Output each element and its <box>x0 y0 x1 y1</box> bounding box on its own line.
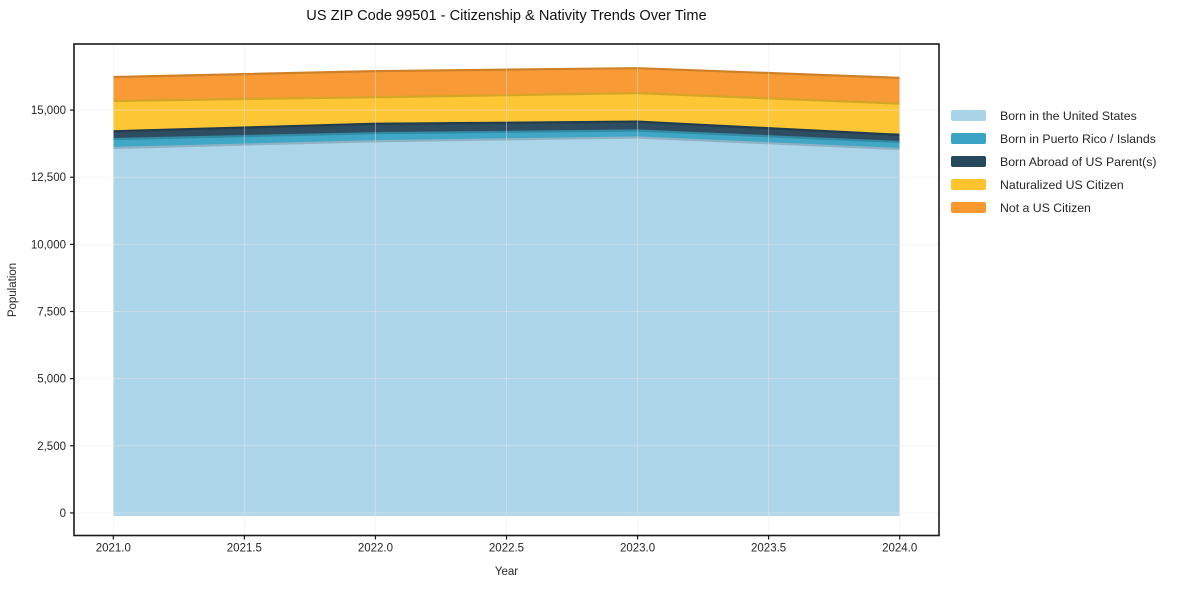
legend-swatch-icon <box>951 133 986 144</box>
legend-label: Born in Puerto Rico / Islands <box>1000 131 1156 146</box>
legend: Born in the United States Born in Puerto … <box>951 104 1157 219</box>
y-tick-label: 7,500 <box>37 307 66 319</box>
x-tick-label: 2021.0 <box>96 543 131 555</box>
area-born-in-the-united-states <box>113 137 900 516</box>
edge-line-not-a-us-citizen <box>113 67 900 79</box>
legend-item-born-in-puerto-rico-islands: Born in Puerto Rico / Islands <box>951 127 1157 150</box>
legend-swatch-icon <box>951 202 986 213</box>
edge-line-born-in-puerto-rico-islands <box>113 129 900 144</box>
legend-item-not-a-us-citizen: Not a US Citizen <box>951 196 1157 219</box>
y-tick-label: 2,500 <box>37 441 66 453</box>
x-tick-label: 2021.5 <box>227 543 262 555</box>
legend-swatch-icon <box>951 110 986 121</box>
chart-title: US ZIP Code 99501 - Citizenship & Nativi… <box>306 8 707 24</box>
y-tick-label: 5,000 <box>37 374 66 386</box>
x-axis-label: Year <box>494 566 519 578</box>
edge-line-naturalized-us-citizen <box>113 92 900 105</box>
legend-label: Born in the United States <box>1000 108 1137 123</box>
x-tick-label: 2022.0 <box>358 543 393 555</box>
edge-line-born-in-the-united-states <box>113 136 900 151</box>
x-tick-label: 2023.0 <box>620 543 655 555</box>
x-tick-label: 2024.0 <box>882 543 917 555</box>
edge-line-born-abroad-of-us-parent-s <box>113 120 900 136</box>
x-tick-label: 2023.5 <box>751 543 786 555</box>
legend-item-born-abroad-of-us-parent-s: Born Abroad of US Parent(s) <box>951 150 1157 173</box>
legend-item-naturalized-us-citizen: Naturalized US Citizen <box>951 173 1157 196</box>
legend-label: Not a US Citizen <box>1000 200 1091 215</box>
x-tick-label: 2022.5 <box>489 543 524 555</box>
y-tick-label: 12,500 <box>31 172 66 184</box>
y-tick-label: 10,000 <box>31 239 66 251</box>
y-tick-label: 15,000 <box>31 105 66 117</box>
legend-item-born-in-the-united-states: Born in the United States <box>951 104 1157 127</box>
legend-swatch-icon <box>951 156 986 167</box>
legend-swatch-icon <box>951 179 986 190</box>
legend-label: Naturalized US Citizen <box>1000 177 1124 192</box>
legend-label: Born Abroad of US Parent(s) <box>1000 154 1157 169</box>
y-tick-label: 0 <box>60 508 66 520</box>
